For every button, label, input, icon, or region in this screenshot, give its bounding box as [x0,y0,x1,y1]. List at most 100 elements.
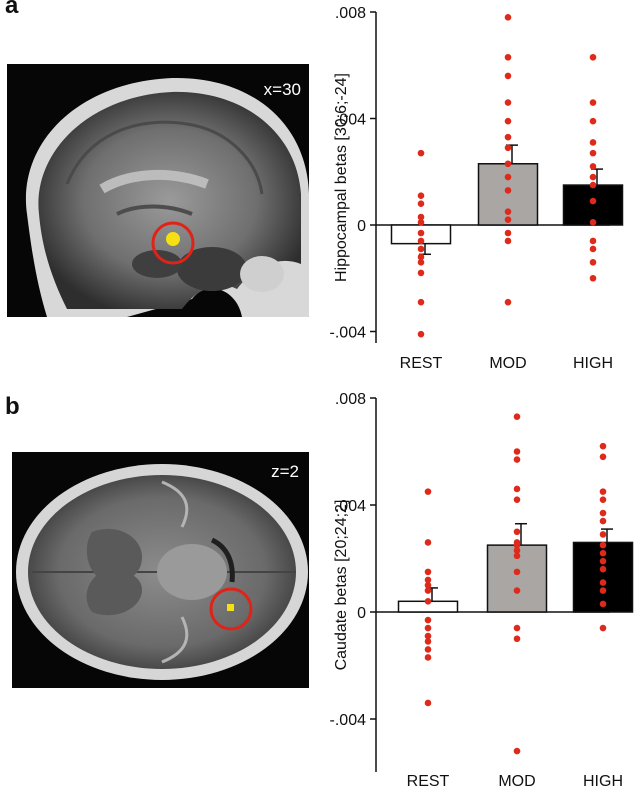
category-label-mod: MOD [498,773,535,790]
data-point [513,485,521,493]
data-point [504,173,512,181]
data-point [589,245,597,253]
data-point [424,699,432,707]
data-point [599,541,607,549]
category-label-high: HIGH [573,355,613,372]
activation-blob-b [227,604,234,611]
data-point [417,269,425,277]
data-point [504,117,512,125]
data-point [424,646,432,653]
data-point [504,187,512,194]
data-point [599,453,607,461]
data-point [589,197,597,205]
data-point [589,181,597,189]
data-point [599,509,607,517]
data-point [589,219,597,226]
data-point [589,173,597,181]
data-point [504,229,512,237]
data-point [589,274,597,282]
data-point [424,539,432,546]
data-point [417,253,425,261]
y-tick-label: 0 [357,218,366,235]
data-point [599,517,607,525]
y-tick-label: .008 [335,5,366,22]
y-tick-label: .008 [335,391,366,408]
data-point [589,258,597,266]
data-point [589,163,597,170]
data-point [513,448,521,455]
y-axis-label: Caudate betas [20;24;2] [333,500,350,671]
data-point [599,579,607,586]
data-point [424,654,432,661]
y-tick-label: 0 [357,605,366,622]
y-tick-label: -.004 [330,325,367,342]
category-label-rest: REST [400,355,443,372]
data-point [417,258,425,266]
y-axis-label: Hippocampal betas [30;6;-24] [333,73,350,282]
data-point [424,581,432,589]
data-point [513,568,521,576]
data-point [424,568,432,576]
data-point [599,587,607,594]
sagittal-brain-image: x=30 [7,64,309,317]
data-point [513,496,521,503]
y-tick-label: -.004 [330,712,367,729]
highlight-circle-b [209,587,253,631]
category-label-mod: MOD [489,355,526,372]
data-point [513,587,521,594]
slice-label-z: z=2 [271,462,299,481]
data-point [424,638,432,645]
data-point [513,547,521,554]
data-point [589,149,597,157]
data-point [599,531,607,538]
panel-letter-a: a [5,0,19,19]
data-point [417,229,425,237]
category-label-rest: REST [407,773,450,790]
data-point [417,149,425,157]
data-point [504,14,512,21]
axial-brain-image: z=2 [12,452,309,688]
data-point [599,600,607,608]
sagittal-brain-drawing [7,64,309,317]
data-point [599,488,607,495]
data-point [599,442,607,450]
activation-blob [166,232,180,246]
data-point [589,53,597,61]
axial-brain-drawing [12,452,309,688]
data-point [589,237,597,245]
data-point [513,624,521,632]
category-label-high: HIGH [583,773,623,790]
slice-label-x: x=30 [263,80,301,99]
data-point [599,496,607,503]
data-point [504,237,512,245]
y-tick-label: .004 [335,112,366,129]
y-tick-label: .004 [335,498,366,515]
data-point [417,237,425,245]
data-point [504,53,512,61]
data-point [417,245,425,253]
data-point [424,587,432,594]
data-point [504,216,512,223]
data-point [589,117,597,125]
panel-letter-b: b [5,393,20,420]
data-point [589,139,597,146]
data-point [424,488,432,495]
data-point [504,208,512,215]
bar-high [562,184,624,226]
data-point [513,413,521,421]
data-point [424,624,432,632]
data-point [504,298,512,306]
data-point [424,576,432,584]
data-point [504,99,512,106]
data-point [599,565,607,573]
data-point [417,192,425,200]
data-point [504,133,512,141]
data-point [513,456,521,463]
data-point [599,557,607,565]
data-point [417,219,425,226]
data-point [504,160,512,168]
data-point [504,144,512,152]
data-point [599,624,607,632]
